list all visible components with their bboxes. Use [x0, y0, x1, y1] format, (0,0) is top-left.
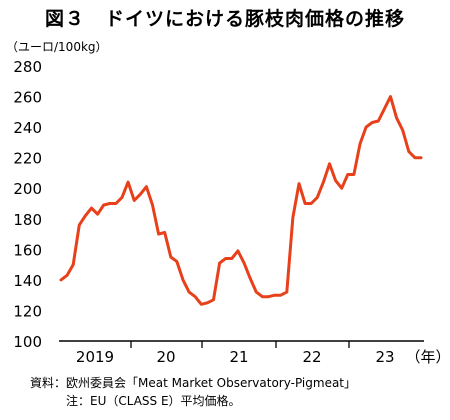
y-tick-label: 180	[13, 211, 42, 229]
x-tick-label: 20	[156, 348, 175, 366]
y-tick-label: 200	[13, 180, 42, 198]
price-series-line	[59, 95, 423, 306]
y-tick-label: 160	[13, 241, 42, 259]
y-axis-unit-label: （ユーロ/100kg）	[6, 40, 108, 54]
x-tick-label: 21	[229, 348, 248, 366]
y-tick-label: 120	[13, 302, 42, 320]
footnote: 注：EU（CLASS E）平均価格。	[66, 394, 241, 408]
y-tick-label: 220	[13, 150, 42, 168]
y-tick-label: 240	[13, 119, 42, 137]
source-note: 資料：欧州委員会「Meat Market Observatory-Pigmeat…	[30, 376, 357, 390]
x-tick-label: （年）	[405, 348, 450, 366]
x-tick-label: 22	[302, 348, 321, 366]
y-tick-label: 280	[13, 58, 42, 76]
chart-notes: 資料：欧州委員会「Meat Market Observatory-Pigmeat…	[30, 374, 356, 410]
y-tick-label: 100	[13, 333, 42, 351]
chart-title: 図３ ドイツにおける豚枝肉価格の推移	[44, 8, 405, 30]
x-tick-label: 2019	[76, 348, 114, 366]
x-tick-label: 23	[375, 348, 394, 366]
y-tick-label: 140	[13, 272, 42, 290]
y-tick-label: 260	[13, 89, 42, 107]
